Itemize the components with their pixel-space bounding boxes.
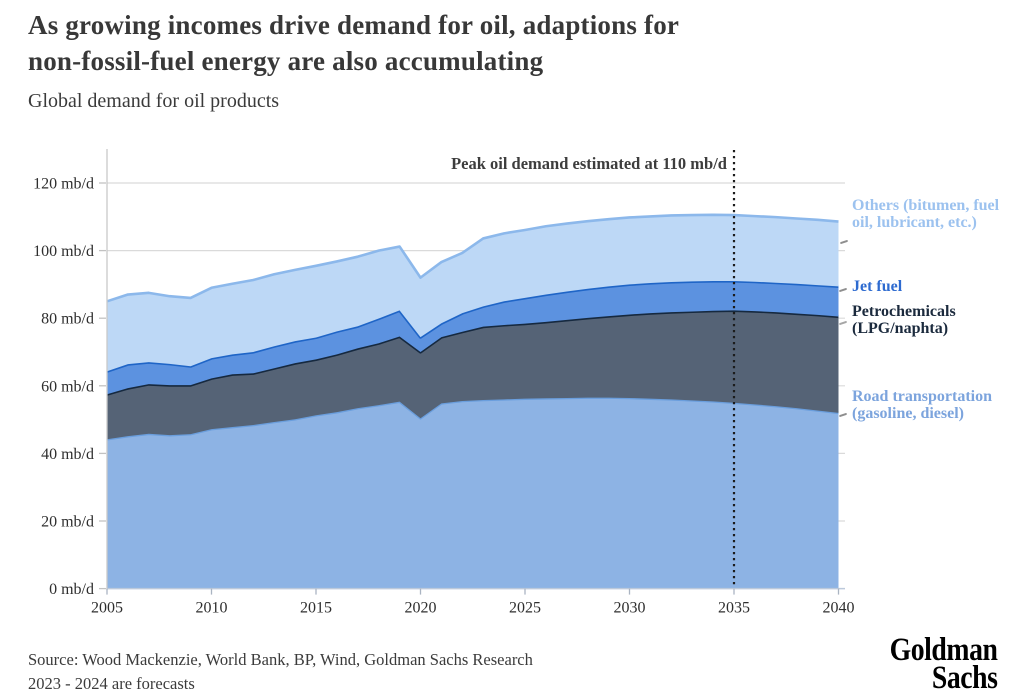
y-axis-label-40: 40 mb/d: [41, 446, 94, 463]
area-road-transportation: [107, 397, 839, 589]
legend-label-petrochemicals: Petrochemicals (LPG/naphta): [852, 303, 956, 338]
peak-annotation: Peak oil demand estimated at 110 mb/d: [451, 154, 727, 173]
source-line: Source: Wood Mackenzie, World Bank, BP, …: [28, 650, 533, 669]
area-jet-fuel: [107, 281, 839, 395]
y-axis-label-20: 20 mb/d: [41, 514, 94, 531]
area-petrochemicals: [107, 310, 839, 440]
logo-line-1: Goldman: [890, 632, 998, 668]
x-axis-label-2015: 2015: [300, 600, 332, 617]
logo-line-2: Sachs: [932, 659, 998, 696]
legend-label-road-transportation: Road transportation (gasoline, diesel): [852, 388, 993, 423]
y-axis-label-80: 80 mb/d: [41, 311, 94, 328]
x-axis-label-2030: 2030: [614, 600, 646, 617]
x-axis-label-2005: 2005: [91, 600, 123, 617]
x-axis-label-2040: 2040: [823, 600, 855, 617]
legend-label-jet-fuel: Jet fuel: [852, 278, 903, 295]
y-axis-label-120: 120 mb/d: [33, 176, 94, 193]
x-axis-label-2035: 2035: [718, 600, 750, 617]
goldman-sachs-logo: Goldman Sachs: [890, 632, 998, 696]
area-others: [107, 214, 839, 372]
x-axis-label-2025: 2025: [509, 600, 541, 617]
chart-subtitle: Global demand for oil products: [28, 90, 280, 112]
area-edge-others: [106, 213, 839, 303]
x-axis-label-2020: 2020: [405, 600, 437, 617]
legend-label-others: Others (bitumen, fuel oil, lubricant, et…: [852, 197, 1000, 232]
source-note: Source: Wood Mackenzie, World Bank, BP, …: [28, 648, 533, 696]
y-axis-label-0: 0 mb/d: [49, 581, 94, 598]
y-axis-label-100: 100 mb/d: [33, 243, 94, 260]
page-title: As growing incomes drive demand for oil,…: [28, 10, 679, 76]
y-axis-label-60: 60 mb/d: [41, 378, 94, 395]
forecast-note-line: 2023 - 2024 are forecasts: [28, 673, 195, 693]
x-axis-label-2010: 2010: [196, 600, 228, 617]
